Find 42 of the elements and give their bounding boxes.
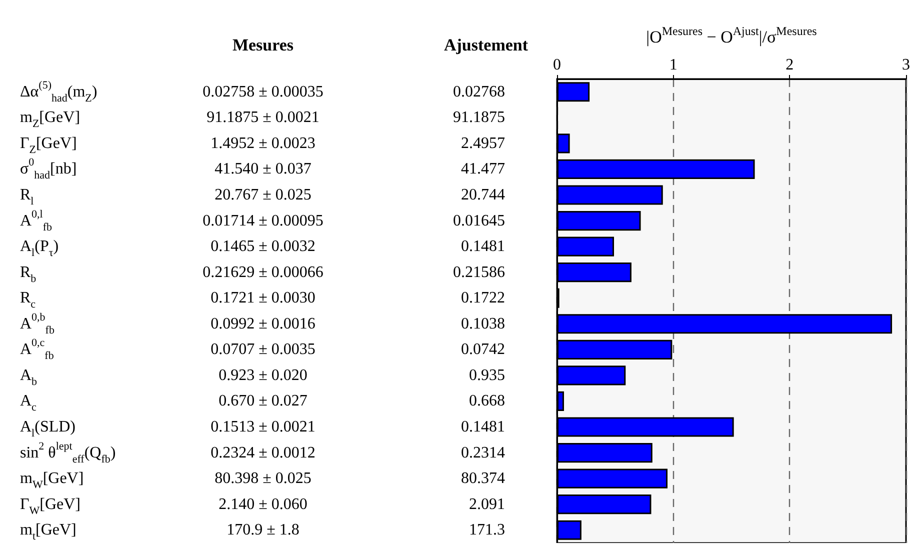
x2-tick-label: 2 xyxy=(786,56,794,74)
text: Mesures xyxy=(232,36,294,54)
text: 0.01714 ± 0.00095 xyxy=(202,212,324,230)
text: 80.398 ± 0.025 xyxy=(214,470,312,488)
text: 0.0707 ± 0.0035 xyxy=(210,341,316,358)
text: 20.744 xyxy=(461,186,505,204)
text: 2.4957 xyxy=(461,134,505,152)
text: 91.1875 ± 0.0021 xyxy=(206,109,320,126)
text: 0.1721 ± 0.0030 xyxy=(210,290,316,307)
text: 0.923 ± 0.020 xyxy=(218,366,308,384)
text: 2.091 xyxy=(469,496,505,513)
text: 0.1481 xyxy=(461,418,505,436)
text: 20.767 ± 0.025 xyxy=(214,186,312,204)
text: 0.1513 ± 0.0021 xyxy=(210,418,316,436)
text: 0.1038 xyxy=(461,315,505,332)
text: 0.1481 xyxy=(461,238,505,256)
text: 0.668 xyxy=(469,392,505,410)
text: 80.374 xyxy=(461,470,505,488)
text: 0.2314 xyxy=(461,444,505,462)
text: 0.21629 ± 0.00066 xyxy=(202,264,324,281)
text: 0.1722 xyxy=(461,290,505,307)
text: 0.21586 xyxy=(453,264,505,281)
text: 0.2324 ± 0.0012 xyxy=(210,444,316,462)
x2-tick-label: 1 xyxy=(669,56,678,74)
text: 0.0742 xyxy=(461,341,505,358)
text: 0.02768 xyxy=(453,83,505,100)
x2-tick-label: 3 xyxy=(902,56,910,74)
text: 0.01645 xyxy=(453,212,505,230)
text: 0.0992 ± 0.0016 xyxy=(210,315,316,332)
text: Ajustement xyxy=(444,36,528,54)
text: 0.670 ± 0.027 xyxy=(218,392,308,410)
text: 0.935 xyxy=(469,366,505,384)
text: 1.4952 ± 0.0023 xyxy=(210,134,316,152)
text: 41.477 xyxy=(461,160,505,178)
text: 2.140 ± 0.060 xyxy=(218,496,308,513)
text: 170.9 ± 1.8 xyxy=(226,522,300,539)
text: 41.540 ± 0.037 xyxy=(214,160,312,178)
text: 0.1465 ± 0.0032 xyxy=(210,238,316,256)
text: 0.02758 ± 0.00035 xyxy=(202,83,324,100)
text: 171.3 xyxy=(469,522,505,539)
x2-tick-label: 0 xyxy=(553,56,561,74)
text: 91.1875 xyxy=(453,109,505,126)
